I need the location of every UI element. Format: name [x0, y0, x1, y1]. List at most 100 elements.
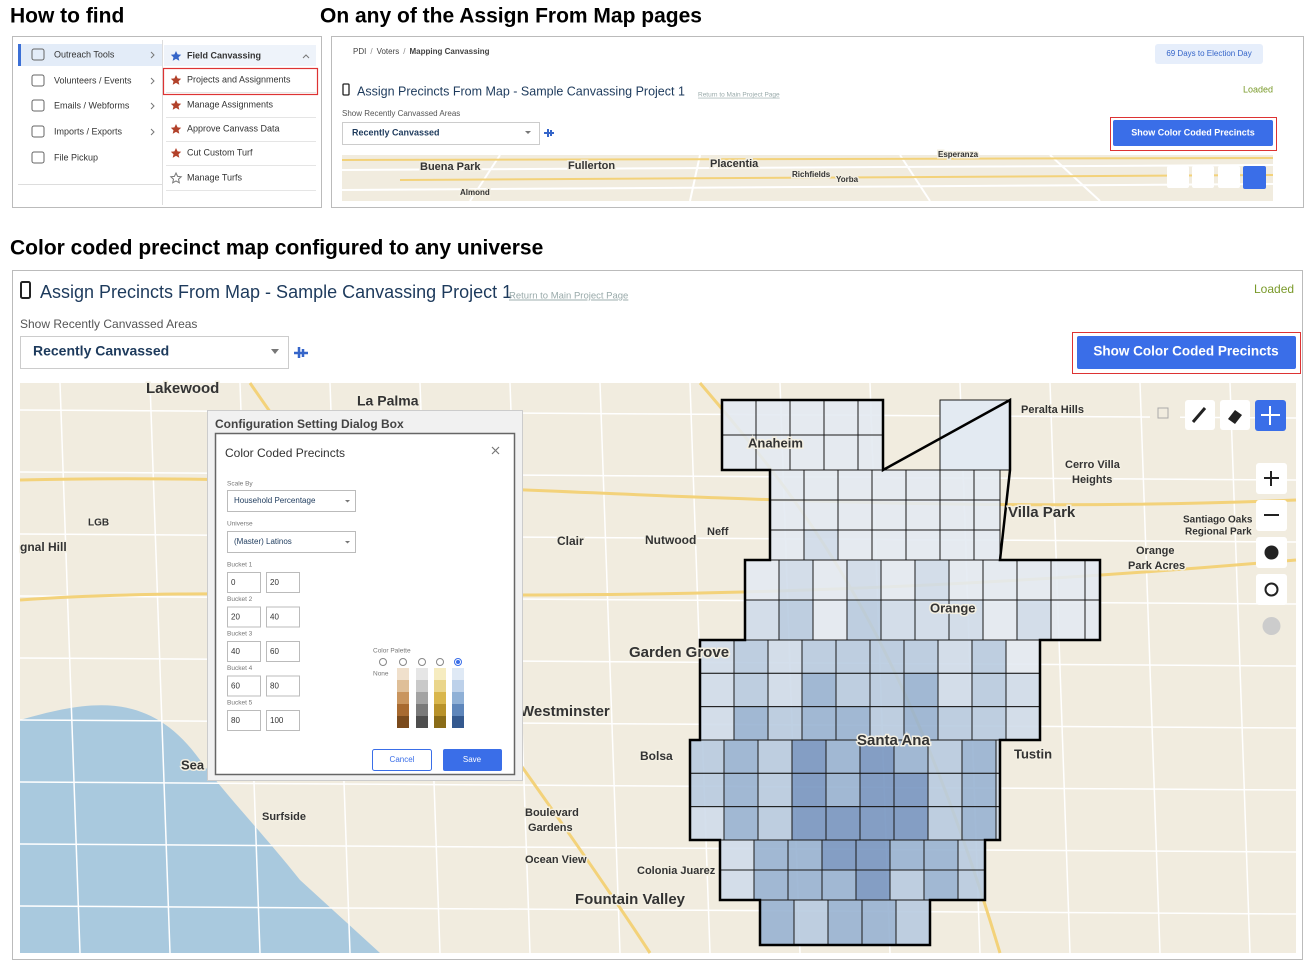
close[interactable]: [491, 446, 500, 455]
menu-item[interactable]: Field Canvassing: [187, 50, 261, 60]
precinct[interactable]: [961, 772, 997, 808]
tool[interactable]: [1150, 400, 1180, 430]
precinct[interactable]: [767, 672, 803, 708]
save-button[interactable]: [443, 749, 502, 771]
precinct[interactable]: [801, 639, 837, 674]
precinct[interactable]: [869, 639, 905, 674]
input[interactable]: [266, 641, 300, 662]
breadcrumb[interactable]: PDI: [353, 47, 366, 56]
menu-item[interactable]: Approve Canvass Data: [187, 123, 280, 133]
precinct[interactable]: [1050, 559, 1086, 601]
precinct[interactable]: [699, 672, 735, 708]
precinct[interactable]: [869, 672, 905, 708]
radio[interactable]: [418, 658, 426, 666]
precinct[interactable]: [719, 839, 755, 871]
precinct[interactable]: [971, 706, 1007, 741]
precinct[interactable]: [895, 899, 931, 946]
menu-item[interactable]: Outreach Tools: [54, 49, 115, 59]
precinct[interactable]: [957, 839, 986, 871]
menu-item[interactable]: Manage Assignments: [187, 99, 274, 109]
precinct[interactable]: [859, 806, 895, 841]
precinct[interactable]: [859, 772, 895, 808]
precinct[interactable]: [939, 399, 1011, 471]
precinct[interactable]: [767, 639, 803, 674]
pin-icon[interactable]: [544, 129, 554, 137]
precinct[interactable]: [812, 559, 848, 601]
input[interactable]: [227, 641, 261, 662]
menu-item[interactable]: File Pickup: [54, 152, 98, 162]
precinct[interactable]: [778, 559, 814, 601]
precinct[interactable]: [757, 739, 793, 774]
precinct[interactable]: [769, 499, 805, 531]
precinct[interactable]: [893, 772, 929, 808]
precinct[interactable]: [719, 869, 755, 901]
precinct[interactable]: [903, 639, 939, 674]
precinct[interactable]: [689, 739, 725, 774]
precinct[interactable]: [982, 599, 1018, 641]
precinct[interactable]: [1005, 639, 1041, 674]
select[interactable]: [227, 531, 356, 553]
precinct[interactable]: [837, 469, 873, 501]
precinct[interactable]: [880, 599, 916, 641]
input[interactable]: [227, 710, 261, 731]
precinct[interactable]: [889, 839, 925, 871]
menu-item[interactable]: Emails / Webforms: [54, 100, 130, 110]
precinct[interactable]: [905, 529, 941, 561]
precinct[interactable]: [825, 772, 861, 808]
precinct[interactable]: [801, 706, 837, 741]
precinct[interactable]: [723, 772, 759, 808]
precinct[interactable]: [835, 639, 871, 674]
dropdown[interactable]: [342, 122, 540, 145]
precinct[interactable]: [837, 529, 873, 561]
precinct[interactable]: [889, 869, 925, 901]
input[interactable]: [227, 675, 261, 697]
precinct[interactable]: [855, 869, 891, 901]
precinct[interactable]: [1016, 599, 1052, 641]
precinct[interactable]: [825, 806, 861, 841]
precinct[interactable]: [961, 739, 997, 774]
precinct[interactable]: [753, 839, 789, 871]
precinct[interactable]: [791, 806, 827, 841]
precinct[interactable]: [733, 706, 769, 741]
precinct[interactable]: [791, 772, 827, 808]
precinct[interactable]: [1084, 599, 1101, 641]
precinct[interactable]: [733, 672, 769, 708]
precinct[interactable]: [823, 434, 859, 471]
precinct[interactable]: [973, 529, 1001, 561]
precinct[interactable]: [937, 706, 973, 741]
precinct[interactable]: [927, 806, 963, 841]
pin-icon[interactable]: [294, 347, 308, 358]
precinct[interactable]: [821, 839, 857, 871]
precinct[interactable]: [787, 869, 823, 901]
precinct[interactable]: [857, 399, 884, 436]
link[interactable]: Return to Main Project Page: [698, 92, 780, 99]
precinct[interactable]: [769, 529, 805, 561]
precinct[interactable]: [827, 899, 863, 946]
breadcrumb[interactable]: Voters: [377, 47, 400, 56]
precinct[interactable]: [825, 739, 861, 774]
precinct[interactable]: [1005, 706, 1041, 741]
input[interactable]: [266, 710, 300, 731]
people[interactable]: [1262, 617, 1281, 635]
precinct[interactable]: [823, 399, 859, 436]
precinct[interactable]: [689, 772, 725, 808]
precinct[interactable]: [857, 434, 884, 471]
precinct[interactable]: [893, 806, 929, 841]
precinct[interactable]: [767, 706, 803, 741]
precinct[interactable]: [923, 869, 959, 901]
precinct[interactable]: [1016, 559, 1052, 601]
precinct[interactable]: [1005, 672, 1041, 708]
precinct[interactable]: [755, 399, 791, 436]
tool[interactable]: [1192, 166, 1214, 188]
precinct[interactable]: [869, 706, 905, 741]
menu-item[interactable]: Projects and Assignments: [187, 74, 291, 84]
precinct[interactable]: [961, 806, 997, 841]
precinct[interactable]: [812, 599, 848, 641]
tool[interactable]: [1218, 166, 1240, 188]
precinct[interactable]: [803, 499, 839, 531]
radio[interactable]: [399, 658, 407, 666]
precinct[interactable]: [757, 806, 793, 841]
precinct[interactable]: [937, 672, 973, 708]
precinct[interactable]: [803, 469, 839, 501]
refresh[interactable]: [1256, 574, 1287, 605]
